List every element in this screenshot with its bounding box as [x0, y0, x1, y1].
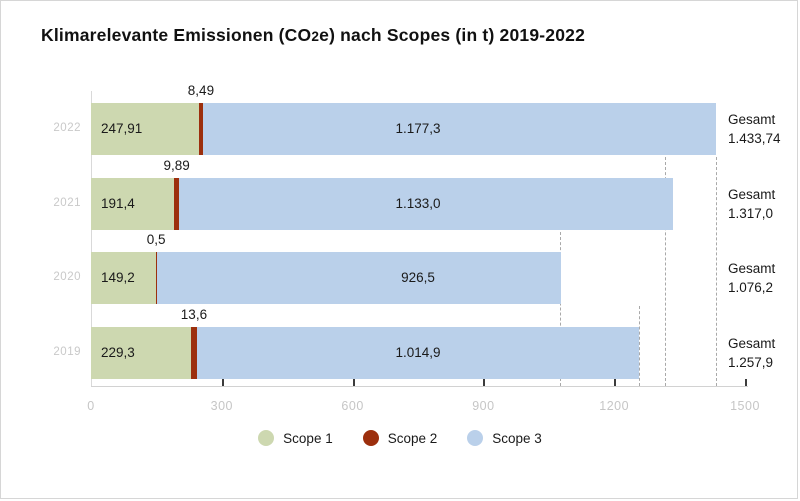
legend-label: Scope 2 — [387, 430, 438, 446]
scope2-value-label: 13,6 — [180, 307, 208, 322]
scope3-value-label: 926,5 — [401, 270, 435, 285]
chart-title-text: Klimarelevante Emissionen (CO — [41, 25, 312, 45]
total-label-value: 1.433,74 — [728, 131, 781, 146]
legend-item-scope-2: Scope 2 — [362, 430, 438, 446]
total-guide-line — [560, 232, 562, 386]
bar-segment-scope-1 — [91, 252, 157, 304]
bar-row — [91, 252, 745, 304]
scope3-value-label: 1.133,0 — [395, 196, 441, 211]
total-label: Gesamt 1.317,0 — [728, 185, 775, 223]
bar-segment-scope-1 — [91, 178, 175, 230]
scope2-value-label: 0,5 — [146, 232, 166, 247]
bar-row — [91, 178, 745, 230]
chart-title-subscript: 2 — [311, 29, 320, 44]
x-axis-line — [91, 386, 748, 387]
legend-label: Scope 3 — [492, 430, 542, 446]
legend-item-scope-3: Scope 3 — [467, 430, 542, 446]
bar-row — [91, 327, 745, 379]
bar-segment-scope-2 — [174, 178, 179, 230]
scope1-value-label: 229,3 — [101, 345, 135, 360]
bar-segment-scope-1 — [91, 327, 191, 379]
axis-tick-label: 900 — [472, 399, 495, 413]
axis-tick-label: 0 — [87, 399, 95, 413]
total-guide-line — [665, 157, 667, 386]
year-label: 2019 — [53, 346, 81, 358]
scope1-value-label: 247,91 — [101, 121, 143, 136]
year-label: 2021 — [53, 197, 81, 209]
total-label: Gesamt 1.433,74 — [728, 110, 781, 148]
scope2-value-label: 8,49 — [187, 83, 215, 98]
year-label: 2022 — [53, 122, 81, 134]
scope1-value-label: 149,2 — [101, 270, 135, 285]
legend-swatch-icon — [362, 430, 379, 446]
chart-title-text-suffix: e) nach Scopes (in t) 2019-2022 — [319, 25, 586, 45]
total-label: Gesamt 1.257,9 — [728, 334, 775, 372]
total-label-prefix: Gesamt — [728, 187, 776, 202]
chart-title: Klimarelevante Emissionen (CO2e) nach Sc… — [41, 25, 585, 46]
total-label-value: 1.257,9 — [728, 355, 774, 370]
total-label-prefix: Gesamt — [728, 261, 776, 276]
axis-tick-mark — [352, 379, 355, 386]
scope2-value-label: 9,89 — [163, 158, 190, 173]
total-label: Gesamt 1.076,2 — [728, 259, 775, 297]
scope3-value-label: 1.014,9 — [395, 345, 441, 360]
bar-row — [91, 103, 745, 155]
total-label-prefix: Gesamt — [728, 336, 776, 351]
legend-item-scope-1: Scope 1 — [258, 430, 333, 446]
legend-swatch-icon — [258, 430, 275, 446]
total-guide-line — [716, 157, 718, 386]
legend-label: Scope 1 — [283, 430, 333, 446]
legend: Scope 1 Scope 2 Scope 3 — [1, 430, 799, 446]
total-label-value: 1.317,0 — [728, 206, 774, 221]
scope3-value-label: 1.177,3 — [395, 121, 441, 136]
axis-tick-label: 300 — [210, 399, 233, 413]
bar-segment-scope-2 — [190, 327, 197, 379]
bar-segment-scope-3 — [196, 327, 640, 379]
total-label-prefix: Gesamt — [728, 112, 776, 127]
axis-tick-mark — [483, 379, 486, 386]
axis-tick-mark — [614, 379, 617, 386]
axis-tick-label: 1500 — [730, 399, 760, 413]
bar-segment-scope-2 — [156, 252, 158, 304]
legend-swatch-icon — [467, 430, 484, 446]
total-label-value: 1.076,2 — [728, 280, 774, 295]
axis-tick-label: 1200 — [599, 399, 630, 413]
year-label: 2020 — [53, 271, 81, 283]
bar-segment-scope-3 — [178, 178, 673, 230]
axis-tick-mark — [745, 379, 747, 386]
bar-segment-scope-1 — [91, 103, 200, 155]
axis-tick-label: 600 — [341, 399, 364, 413]
total-guide-line — [639, 306, 641, 386]
bar-segment-scope-2 — [199, 103, 203, 155]
scope1-value-label: 191,4 — [101, 196, 135, 211]
axis-tick-mark — [221, 379, 224, 386]
y-axis-line — [91, 91, 92, 386]
bar-segment-scope-3 — [202, 103, 717, 155]
bar-segment-scope-3 — [157, 252, 561, 304]
